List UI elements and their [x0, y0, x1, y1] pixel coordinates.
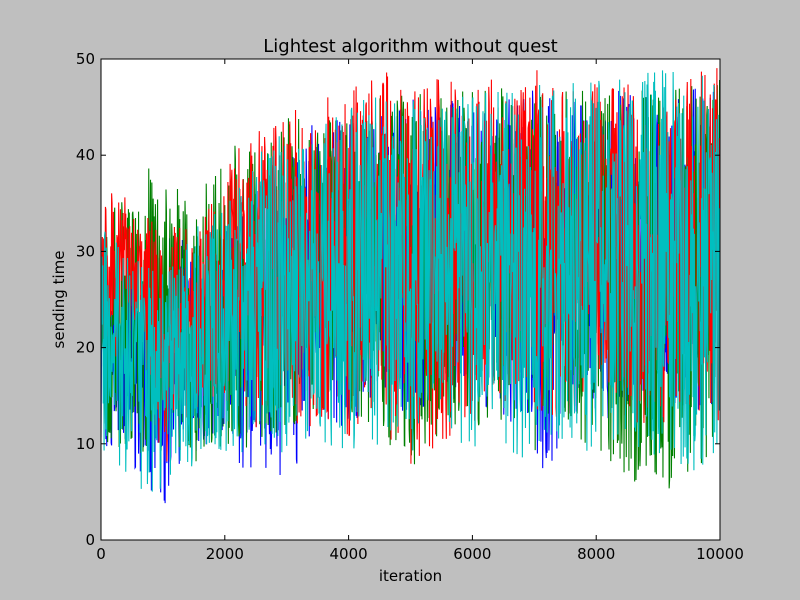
y-tick-label: 30	[76, 242, 95, 260]
y-tick-label: 10	[76, 435, 95, 453]
series-layer	[101, 68, 720, 504]
x-tick-label: 8000	[577, 545, 615, 563]
series-line-4	[101, 70, 720, 492]
x-tick-label: 0	[96, 545, 106, 563]
y-tick-label: 20	[76, 339, 95, 357]
chart-title: Lightest algorithm without quest	[263, 36, 557, 57]
y-tick-label: 40	[76, 146, 95, 164]
plot-frame	[100, 58, 721, 541]
y-tick-label: 0	[85, 531, 95, 549]
x-tick-label: 4000	[330, 545, 368, 563]
y-axis-label: sending time	[50, 251, 68, 349]
y-tick-label: 50	[76, 50, 95, 68]
x-tick-label: 6000	[453, 545, 491, 563]
ticks-layer: 0 2000 4000 6000 8000 10000 0 10 20 30 40 50	[76, 50, 744, 563]
x-tick-label: 2000	[206, 545, 244, 563]
x-tick-label: 10000	[696, 545, 744, 563]
x-axis-label: iteration	[379, 567, 442, 585]
